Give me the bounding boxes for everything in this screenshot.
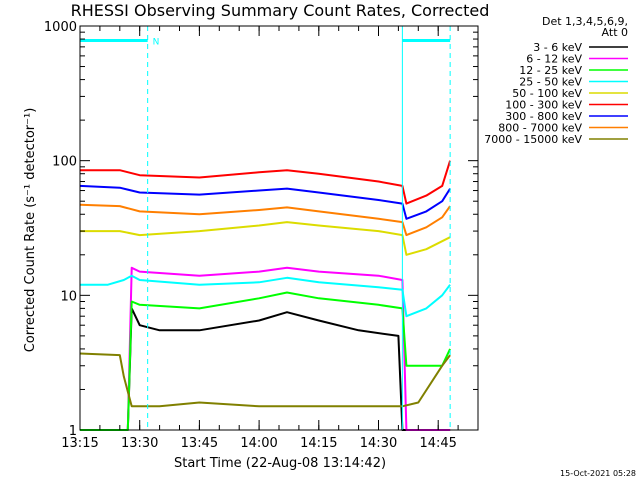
legend-label-7: 300 - 800 keV [505,110,582,123]
series-line-3 [80,291,452,431]
x-tick-label: 13:30 [121,436,158,451]
series-line-4 [80,274,451,318]
series-line-2 [80,266,451,431]
chart-title: RHESSI Observing Summary Count Rates, Co… [71,1,490,20]
y-tick-label: 100 [52,155,77,170]
footer-timestamp: 15-Oct-2021 05:28 [560,469,636,478]
legend-label-4: 25 - 50 keV [519,76,582,89]
legend-label-9: 7000 - 15000 keV [484,133,582,146]
x-tick-label: 14:00 [240,436,277,451]
x-tick-label: 14:15 [300,436,337,451]
plot-frame [79,25,479,431]
x-tick-label: 14:30 [360,436,397,451]
legend-label-6: 100 - 300 keV [505,99,582,112]
x-axis-label: Start Time (22-Aug-08 13:14:42) [174,456,386,471]
x-tick-label: 13:45 [181,436,218,451]
x-tick-label: 14:45 [419,436,456,451]
y-tick-label: 1000 [44,20,77,35]
series-line-5 [80,221,451,256]
series-layer [79,160,452,431]
series-line-9 [79,352,451,408]
series-line-6 [80,160,452,205]
night-flag-label: N [153,38,160,48]
series-line-8 [79,203,451,237]
legend-label-3: 12 - 25 keV [519,64,582,77]
legend-label-5: 50 - 100 keV [512,87,582,100]
x-axis: 13:15 13:30 13:45 14:00 14:15 14:30 14:45 [61,26,479,451]
x-tick-label: 13:15 [61,436,98,451]
legend-label-8: 800 - 7000 keV [498,122,582,135]
y-tick-label: 10 [60,289,77,304]
legend-label-1: 3 - 6 keV [533,41,582,54]
series-line-1 [80,307,451,431]
y-axis: 1 10 100 1000 [44,20,478,439]
legend-header: Att 0 [602,26,628,39]
series-line-7 [79,184,451,220]
y-axis-label: Corrected Count Rate (s⁻¹ detector⁻¹) [23,108,38,353]
legend-label-2: 6 - 12 keV [526,53,582,66]
annotation-layer: N [80,26,451,430]
y-tick-label: 1 [69,424,77,439]
legend-header: Det 1,3,4,5,6,9, [542,15,628,28]
